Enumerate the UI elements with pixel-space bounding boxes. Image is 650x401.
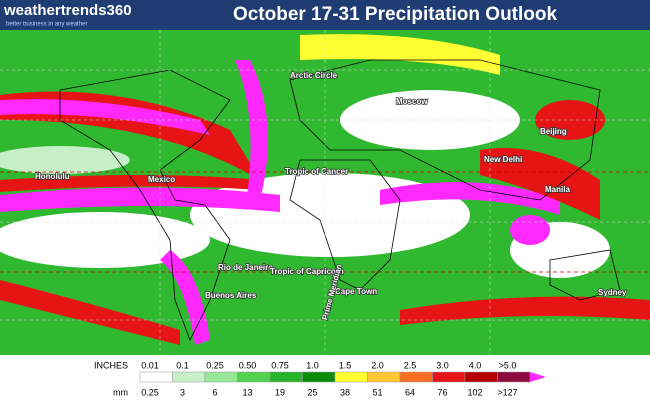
map-label: Tropic of Cancer bbox=[285, 167, 348, 176]
wet-area bbox=[0, 280, 180, 345]
legend-label: 13 bbox=[242, 387, 252, 397]
map-label: Mexico bbox=[148, 175, 175, 184]
light-area bbox=[0, 146, 130, 174]
legend-label: 0.50 bbox=[239, 360, 257, 370]
legend-label: 6 bbox=[212, 387, 217, 397]
very-wet-area bbox=[0, 99, 210, 135]
very-wet-area bbox=[380, 182, 560, 215]
legend-label: 38 bbox=[340, 387, 350, 397]
legend-label: 51 bbox=[372, 387, 382, 397]
map-label: Honolulu bbox=[35, 172, 70, 181]
header-bar bbox=[0, 0, 650, 30]
legend-swatch bbox=[399, 371, 433, 383]
legend-label: 3 bbox=[180, 387, 185, 397]
logo: weathertrends360 bbox=[3, 2, 132, 19]
map-label: New Delhi bbox=[484, 155, 522, 164]
very-wet-area bbox=[510, 215, 550, 245]
very-wet-area bbox=[235, 60, 268, 210]
legend-label: 25 bbox=[307, 387, 317, 397]
legend-label: 4.0 bbox=[469, 360, 482, 370]
legend-label: 0.25 bbox=[141, 387, 159, 397]
legend-label: 0.1 bbox=[176, 360, 189, 370]
map-label: Arctic Circle bbox=[290, 71, 338, 80]
legend-arrow bbox=[530, 372, 546, 382]
legend: INCHES mm 0.01 0.1 0.25 0.50 0.75 1.0 1.5 2.0 2.… bbox=[94, 360, 546, 397]
legend-label: 102 bbox=[467, 387, 482, 397]
legend-unit: INCHES bbox=[94, 360, 128, 370]
legend-swatch bbox=[334, 371, 368, 383]
legend-swatch bbox=[367, 371, 401, 383]
legend-label: 64 bbox=[405, 387, 415, 397]
tagline: better business in any weather bbox=[6, 22, 87, 28]
legend-label: 0.25 bbox=[206, 360, 224, 370]
graticule bbox=[0, 30, 650, 355]
australia bbox=[549, 249, 621, 301]
map: Arctic Circle Moscow Beijing New Delhi H… bbox=[0, 30, 650, 355]
legend-swatch bbox=[172, 371, 206, 383]
legend-swatch bbox=[269, 371, 303, 383]
legend-swatch bbox=[204, 371, 238, 383]
africa bbox=[289, 159, 401, 291]
legend-label: 2.5 bbox=[404, 360, 417, 370]
legend-swatch bbox=[302, 371, 336, 383]
title: October 17-31 Precipitation Outlook bbox=[233, 4, 558, 25]
map-label: Manila bbox=[545, 185, 570, 194]
legend-label: 19 bbox=[275, 387, 285, 397]
map-label: Rio de Janeiro bbox=[218, 263, 273, 272]
very-wet-area bbox=[0, 187, 280, 212]
map-label: Moscow bbox=[396, 97, 428, 106]
legend-label: 1.0 bbox=[306, 360, 319, 370]
legend-label: 2.0 bbox=[371, 360, 384, 370]
dry-area bbox=[340, 90, 520, 150]
dry-area bbox=[0, 212, 210, 268]
legend-swatch bbox=[432, 371, 466, 383]
americas bbox=[59, 69, 231, 341]
legend-swatch bbox=[464, 371, 498, 383]
legend-label: 3.0 bbox=[436, 360, 449, 370]
wet-area bbox=[0, 175, 260, 192]
wet-area bbox=[400, 296, 650, 325]
map-label: Sydney bbox=[598, 288, 627, 297]
map-label: Beijing bbox=[540, 127, 567, 136]
legend-label: 1.5 bbox=[339, 360, 352, 370]
map-label: Tropic of Capricorn bbox=[270, 267, 344, 276]
legend-label: >127 bbox=[497, 387, 517, 397]
legend-label: 0.01 bbox=[141, 360, 159, 370]
wet-area bbox=[480, 148, 600, 220]
map-label: Cape Town bbox=[335, 287, 377, 296]
legend-label: 76 bbox=[437, 387, 447, 397]
legend-swatch bbox=[497, 371, 531, 383]
map-label: Buenos Aires bbox=[205, 291, 257, 300]
legend-swatch bbox=[139, 371, 173, 383]
legend-label: 0.75 bbox=[271, 360, 289, 370]
legend-swatch bbox=[237, 371, 271, 383]
moderate-area bbox=[300, 34, 500, 75]
legend-label: >5.0 bbox=[499, 360, 517, 370]
legend-unit: mm bbox=[113, 387, 128, 397]
